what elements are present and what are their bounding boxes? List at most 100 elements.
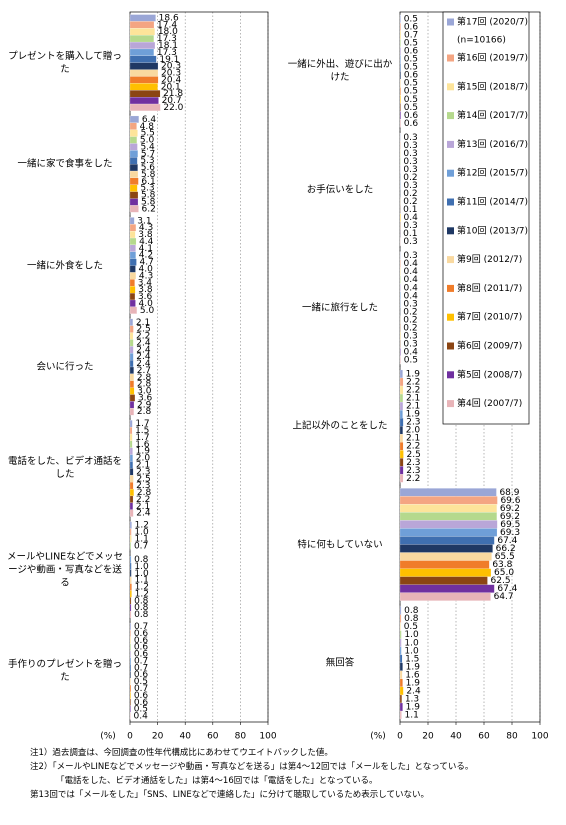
value-label: 4.8	[140, 122, 155, 132]
bar	[129, 170, 139, 179]
value-label: 0.7	[404, 31, 418, 41]
legend-label: 第7回 (2010/7)	[457, 311, 522, 323]
legend-swatch	[447, 198, 454, 206]
bar	[129, 468, 134, 476]
bar	[129, 712, 131, 720]
bar	[129, 636, 131, 644]
note: 注2）「メールやLINEなどでメッセージや動画・写真などを送る」は第4～12回で…	[30, 762, 474, 772]
bar	[399, 488, 497, 497]
bar	[129, 231, 136, 239]
bar	[399, 686, 404, 696]
bar	[129, 590, 132, 598]
bar	[399, 638, 402, 647]
bar	[129, 21, 155, 29]
value-label: 0.4	[404, 267, 419, 277]
legend-swatch	[447, 400, 454, 408]
bar	[399, 426, 403, 435]
bar	[399, 552, 492, 561]
value-label: 0.5	[134, 677, 148, 687]
value-label: 1.9	[136, 447, 151, 457]
value-label: 0.3	[403, 251, 417, 261]
legend-swatch	[447, 54, 454, 62]
bar	[129, 90, 161, 98]
bar	[129, 115, 139, 123]
x-tick-label: 100	[531, 732, 548, 742]
legend-label: 第14回 (2017/7)	[457, 109, 528, 121]
value-label: 1.1	[135, 576, 149, 586]
value-label: 0.3	[403, 237, 417, 247]
value-label: 0.7	[134, 684, 148, 694]
legend-swatch	[447, 112, 454, 120]
bar	[129, 629, 131, 637]
category-label: 一緒に外出、遊びに出かけた	[287, 59, 393, 84]
bar	[399, 410, 403, 419]
value-label: 1.7	[135, 433, 149, 443]
bar	[129, 664, 132, 672]
value-label: 0.8	[404, 606, 419, 616]
bar	[129, 14, 156, 22]
category-label: 無回答	[325, 657, 355, 669]
value-label: 1.2	[135, 521, 149, 531]
bar	[129, 576, 132, 584]
value-label: 2.5	[136, 325, 150, 335]
bar	[129, 332, 134, 340]
bar	[399, 662, 403, 671]
value-label: 0.7	[134, 656, 148, 666]
value-label: 2.1	[406, 402, 420, 412]
category-label: プレゼントを購入して贈った	[8, 50, 122, 75]
value-label: 17.3	[157, 48, 177, 58]
bar	[399, 213, 401, 222]
bar	[399, 442, 404, 451]
bar	[129, 76, 159, 84]
value-label: 1.0	[404, 638, 419, 648]
bar	[399, 385, 404, 395]
bar	[129, 299, 136, 307]
bar	[399, 291, 401, 300]
bar	[129, 41, 156, 50]
value-label: 4.0	[139, 265, 154, 275]
bar	[399, 614, 402, 623]
bar	[129, 427, 133, 435]
bar	[129, 542, 132, 550]
bar	[129, 28, 155, 36]
value-label: 2.3	[406, 418, 420, 428]
value-label: 0.3	[403, 157, 417, 167]
value-label: 1.0	[134, 569, 149, 579]
note: 「電話をした、ビデオ通話をした」は第4～16回では「電話をした」となっている。	[56, 776, 378, 786]
bar	[129, 671, 131, 679]
legend-label: 第8回 (2011/7)	[457, 282, 522, 294]
x-tick-label: 0	[397, 732, 403, 742]
value-label: 0.6	[134, 691, 149, 701]
bar	[129, 387, 135, 395]
bar	[129, 103, 161, 111]
value-label: 2.1	[406, 394, 420, 404]
value-label: 1.6	[135, 440, 150, 450]
legend-box	[442, 11, 530, 425]
bar	[129, 272, 137, 280]
category-label: 一緒に家で食事をした	[17, 158, 113, 170]
bar	[399, 678, 403, 688]
value-label: 0.2	[403, 323, 417, 333]
bar	[129, 35, 154, 43]
value-label: 0.3	[403, 133, 417, 143]
value-label: 0.8	[404, 614, 419, 624]
value-label: 0.7	[134, 663, 148, 673]
value-label: 2.5	[407, 450, 421, 460]
bar	[399, 466, 404, 475]
value-label: 66.2	[496, 544, 516, 554]
value-label: 0.5	[404, 14, 418, 24]
category-label: 電話をした、ビデオ通話をした	[7, 456, 122, 481]
value-label: 0.5	[404, 79, 418, 89]
x-tick-label: 20	[422, 732, 434, 742]
x-tick-label: 60	[478, 732, 490, 742]
bar	[129, 306, 138, 314]
value-label: 0.4	[404, 283, 419, 293]
value-label: 0.8	[134, 555, 149, 565]
value-label: 4.1	[139, 244, 153, 254]
value-label: 0.3	[403, 181, 417, 191]
bar	[129, 555, 132, 564]
bar	[129, 657, 132, 665]
bar	[399, 275, 401, 284]
bar	[129, 495, 134, 503]
